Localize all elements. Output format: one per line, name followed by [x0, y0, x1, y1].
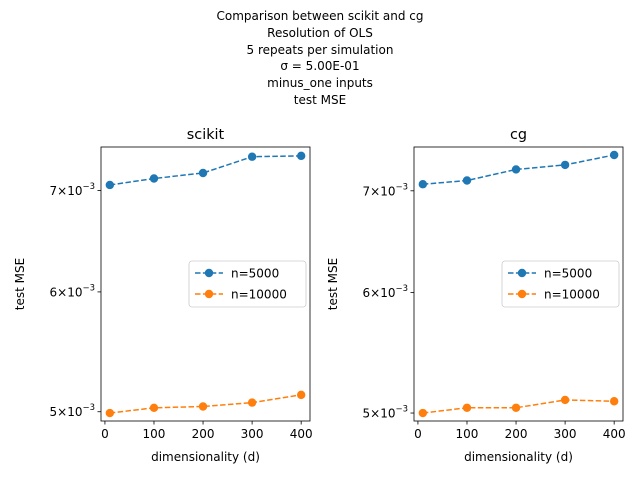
legend-marker-1	[204, 289, 214, 299]
x-tick-label: 400	[290, 427, 313, 441]
data-point	[418, 180, 428, 189]
axes-frame	[100, 146, 311, 422]
x-tick-label: 300	[241, 427, 264, 441]
y-tick-label: 5×10−3	[363, 405, 409, 421]
data-point	[609, 150, 619, 160]
legend-box	[188, 260, 307, 308]
y-tick-label: 6×10−3	[363, 284, 409, 300]
series-line-0	[422, 154, 615, 185]
data-point	[247, 398, 257, 407]
data-point	[418, 408, 428, 418]
x-axis-label: dimensionality (d)	[151, 450, 260, 464]
data-point	[105, 180, 115, 190]
suptitle-line-6: test MSE	[293, 92, 347, 107]
data-point	[149, 174, 159, 183]
x-tick-label: 200	[192, 427, 215, 441]
data-point	[462, 176, 472, 185]
y-axis-label: test MSE	[13, 258, 27, 310]
data-point	[296, 390, 306, 400]
x-tick-label: 400	[603, 427, 626, 441]
legend-label-0: n=5000	[544, 267, 592, 281]
data-point	[511, 403, 521, 412]
x-tick-label: 100	[456, 427, 479, 441]
series-line-0	[109, 155, 302, 186]
suptitle-line-5: minus_one inputs	[267, 76, 373, 91]
chart-title: scikit	[187, 127, 225, 143]
data-point	[511, 165, 521, 174]
series-line-1	[422, 399, 615, 414]
suptitle-line-1: Comparison between scikit and cg	[216, 9, 424, 23]
data-point	[462, 403, 472, 412]
x-tick-label: 300	[554, 427, 577, 441]
figure-suptitle: Comparison between scikit and cg Resolut…	[0, 8, 640, 109]
chart-0: scikit 0 100 200 300 400 5×10−3 6×10−3 7×10−3 dim…	[13, 127, 313, 464]
data-point	[198, 168, 208, 178]
x-tick-label: 100	[143, 427, 166, 441]
x-axis-label: dimensionality (d)	[464, 450, 573, 464]
series-line-1	[109, 394, 302, 414]
y-axis-label: test MSE	[326, 258, 340, 310]
data-point	[296, 151, 306, 161]
y-tick-label: 5×10−3	[50, 403, 96, 419]
legend-marker-0	[517, 268, 527, 278]
legend-label-1: n=10000	[231, 288, 287, 302]
legend-label-0: n=5000	[231, 267, 279, 281]
y-tick-label: 7×10−3	[363, 182, 409, 198]
data-point	[247, 152, 257, 161]
data-point	[149, 403, 159, 413]
data-point	[560, 395, 570, 405]
legend-label-1: n=10000	[544, 288, 600, 302]
data-point	[609, 397, 619, 406]
x-tick-label: 200	[505, 427, 528, 441]
chart-1: cg 0 100 200 300 400 5×10−3 6×10−3 7×10−3 dimensi…	[326, 127, 626, 464]
x-tick-label: 0	[414, 427, 422, 441]
x-tick-label: 0	[101, 427, 109, 441]
suptitle-line-2: Resolution of OLS	[267, 25, 373, 40]
data-point	[105, 408, 115, 418]
axes-frame	[413, 146, 624, 422]
suptitle-line-4: σ = 5.00E-01	[280, 59, 360, 74]
legend-box	[501, 260, 620, 308]
y-tick-label: 7×10−3	[50, 182, 96, 198]
y-tick-label: 6×10−3	[50, 283, 96, 299]
chart-title: cg	[510, 127, 527, 143]
data-point	[198, 402, 208, 411]
data-point	[560, 160, 570, 170]
legend-marker-0	[204, 268, 214, 278]
suptitle-line-3: 5 repeats per simulation	[246, 42, 394, 57]
legend-marker-1	[517, 289, 527, 299]
